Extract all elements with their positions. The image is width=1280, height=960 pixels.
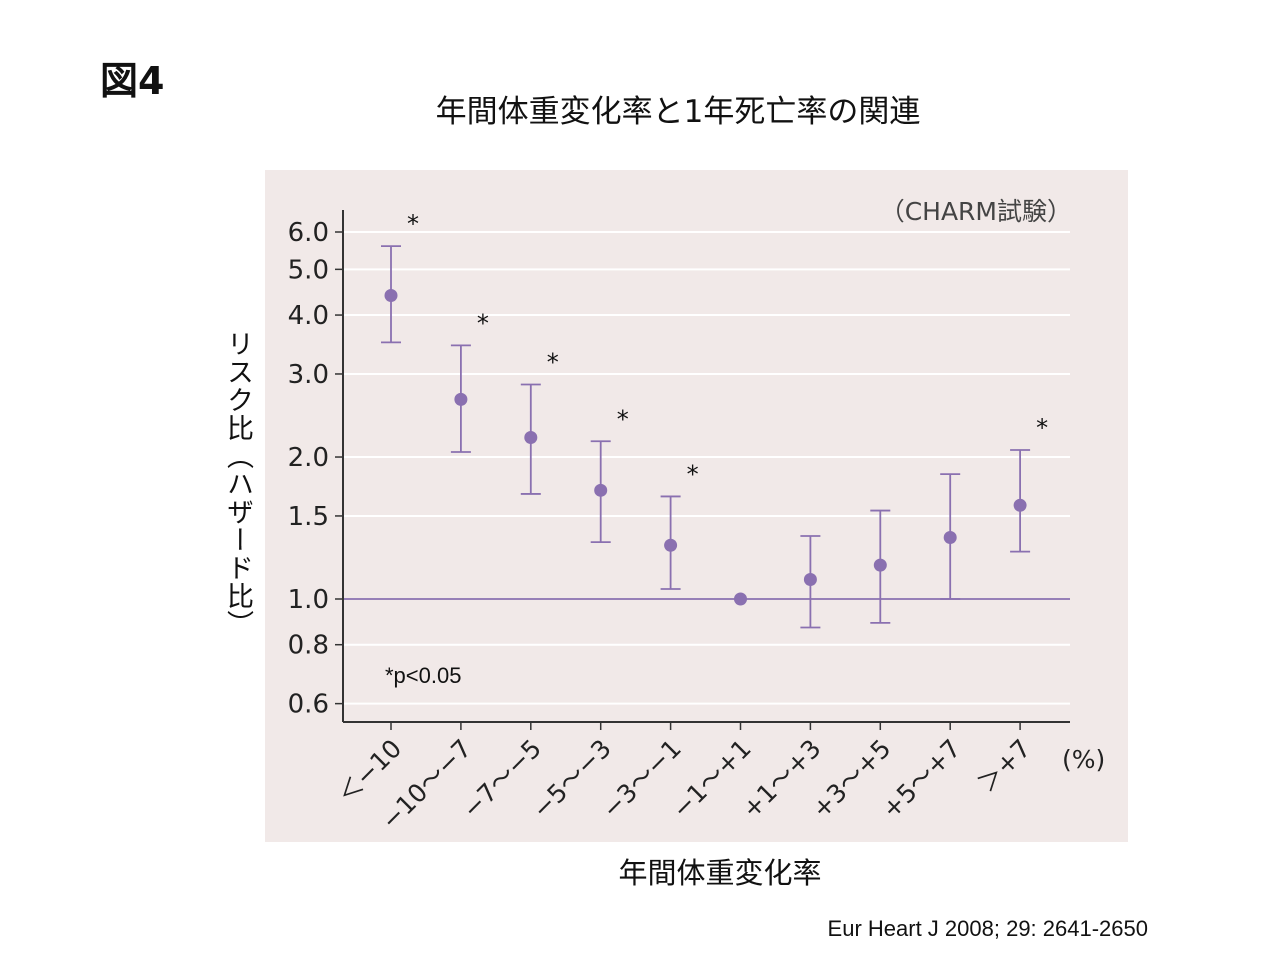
significance-mark: * bbox=[687, 460, 699, 488]
x-unit-label: (%) bbox=[1062, 745, 1105, 774]
data-point bbox=[803, 572, 817, 586]
data-point bbox=[594, 483, 608, 497]
figure-label: 図4 bbox=[100, 59, 165, 103]
data-point bbox=[734, 592, 747, 606]
y-tick-label: 4.0 bbox=[288, 301, 329, 331]
y-tick-label: 2.0 bbox=[288, 443, 329, 473]
chart-title: 年間体重変化率と1年死亡率の関連 bbox=[435, 94, 921, 130]
y-tick-label: 6.0 bbox=[288, 218, 329, 248]
study-annotation: （CHARM試験） bbox=[880, 197, 1072, 226]
y-tick-label: 1.0 bbox=[288, 585, 329, 615]
data-point bbox=[664, 538, 678, 552]
y-axis-label: リスク比（ハザード比） bbox=[222, 330, 253, 638]
data-point bbox=[454, 392, 468, 406]
significance-mark: * bbox=[477, 309, 489, 337]
significance-mark: * bbox=[1036, 414, 1048, 442]
y-tick-label: 5.0 bbox=[288, 255, 329, 285]
y-tick-label: 3.0 bbox=[288, 360, 329, 390]
x-axis-label: 年間体重変化率 bbox=[618, 856, 822, 890]
data-point bbox=[943, 531, 957, 545]
y-tick-label: 0.6 bbox=[288, 690, 329, 720]
x-tick-label: +5〜+7 bbox=[876, 734, 966, 824]
data-point bbox=[384, 289, 398, 303]
y-tick-label: 1.5 bbox=[288, 502, 329, 532]
citation: Eur Heart J 2008; 29: 2641-2650 bbox=[827, 916, 1148, 941]
plot-panel bbox=[265, 170, 1128, 842]
data-point bbox=[524, 431, 538, 445]
significance-mark: * bbox=[547, 348, 559, 376]
data-point bbox=[1013, 498, 1027, 512]
x-tick-label: ＞+7 bbox=[972, 734, 1036, 798]
y-tick-label: 0.8 bbox=[288, 631, 329, 661]
data-point bbox=[873, 558, 887, 572]
significance-mark: * bbox=[407, 210, 419, 238]
significance-mark: * bbox=[617, 405, 629, 433]
footnote: *p<0.05 bbox=[385, 663, 461, 688]
